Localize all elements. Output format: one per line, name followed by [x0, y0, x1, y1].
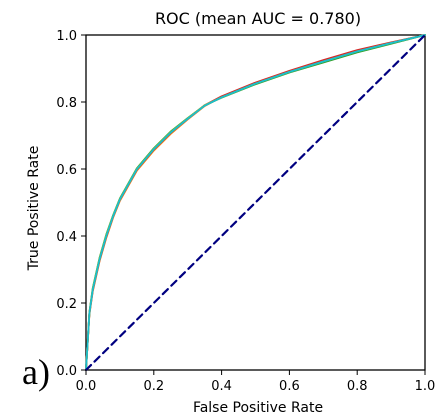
- x-tick-label: 0.0: [76, 379, 97, 394]
- y-tick-label: 0.2: [56, 297, 77, 312]
- chance-diagonal-line: [84, 33, 427, 372]
- tick-layer: 0.0 0.2 0.4 0.6 0.8 1.0 0.0 0.2 0.4 0.6 0.8 1.0: [56, 29, 435, 394]
- series-layer: [84, 33, 427, 372]
- chart-title: ROC (mean AUC = 0.780): [155, 9, 361, 28]
- y-tick-label: 0.8: [56, 96, 77, 111]
- x-tick-label: 0.4: [211, 379, 232, 394]
- x-tick-label: 0.8: [347, 379, 368, 394]
- y-tick-label: 1.0: [56, 29, 77, 44]
- x-tick-label: 0.2: [143, 379, 164, 394]
- panel-label: a): [22, 352, 50, 392]
- y-axis-label: True Positive Rate: [26, 146, 42, 272]
- x-tick-label: 0.6: [279, 379, 300, 394]
- roc-curve-6: [85, 34, 426, 371]
- y-tick-label: 0.4: [56, 230, 77, 245]
- y-tick-label: 0.6: [56, 163, 77, 178]
- x-axis-label: False Positive Rate: [193, 400, 323, 416]
- y-tick-label: 0.0: [56, 364, 77, 379]
- x-tick-label: 1.0: [415, 379, 436, 394]
